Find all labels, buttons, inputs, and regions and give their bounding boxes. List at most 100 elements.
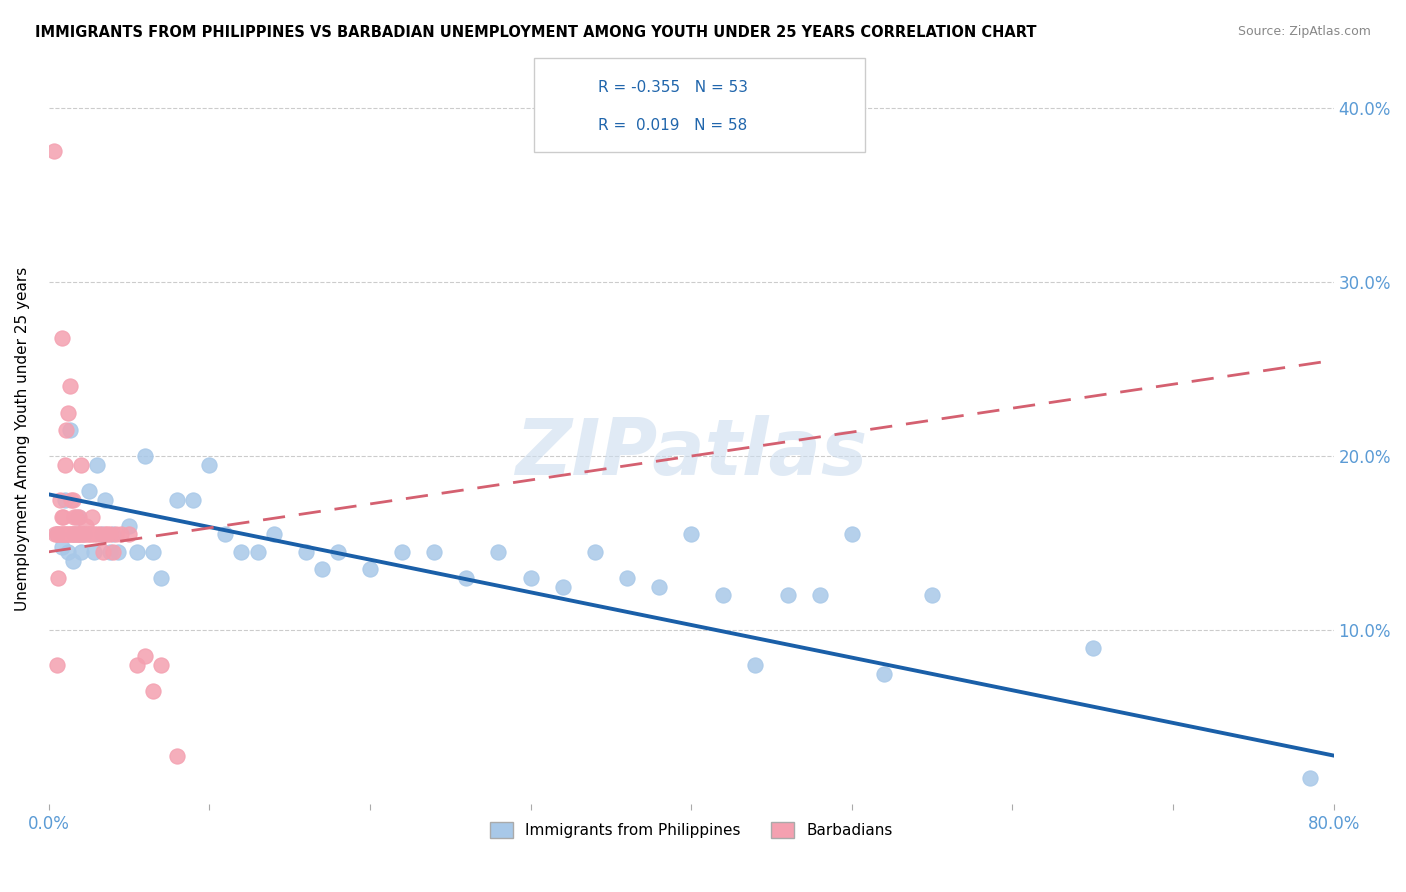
Text: IMMIGRANTS FROM PHILIPPINES VS BARBADIAN UNEMPLOYMENT AMONG YOUTH UNDER 25 YEARS: IMMIGRANTS FROM PHILIPPINES VS BARBADIAN… <box>35 25 1036 40</box>
Point <box>681 527 703 541</box>
Point <box>62 553 84 567</box>
Point <box>45 527 67 541</box>
Legend: Immigrants from Philippines, Barbadians: Immigrants from Philippines, Barbadians <box>484 816 898 844</box>
Text: Source: ZipAtlas.com: Source: ZipAtlas.com <box>1237 25 1371 38</box>
Text: R =  0.019   N = 58: R = 0.019 N = 58 <box>598 118 747 133</box>
Point <box>105 527 128 541</box>
Point <box>166 492 188 507</box>
Point <box>56 545 79 559</box>
Point <box>44 527 66 541</box>
Point <box>66 510 89 524</box>
Point <box>246 545 269 559</box>
Point <box>101 527 124 541</box>
Text: R = -0.355   N = 53: R = -0.355 N = 53 <box>598 80 748 95</box>
Point <box>519 571 541 585</box>
Point <box>142 684 165 698</box>
Point <box>231 545 253 559</box>
Point <box>150 658 173 673</box>
Point <box>90 527 112 541</box>
Point <box>70 545 93 559</box>
Point <box>1298 771 1320 785</box>
Point <box>51 527 73 541</box>
Point <box>49 527 72 541</box>
Point <box>96 527 118 541</box>
Point <box>63 510 86 524</box>
Point <box>873 666 896 681</box>
Point <box>77 483 100 498</box>
Point <box>118 527 141 541</box>
Point <box>76 527 98 541</box>
Point <box>60 527 83 541</box>
Point <box>107 545 129 559</box>
Point <box>48 571 70 585</box>
Point <box>311 562 333 576</box>
Point <box>52 527 75 541</box>
Point <box>488 545 510 559</box>
Point <box>56 527 79 541</box>
Point <box>42 145 65 159</box>
Point <box>94 492 117 507</box>
Point <box>127 658 149 673</box>
Point <box>53 458 76 472</box>
Point <box>70 527 93 541</box>
Point <box>83 527 105 541</box>
Y-axis label: Unemployment Among Youth under 25 years: Unemployment Among Youth under 25 years <box>15 267 30 611</box>
Point <box>127 545 149 559</box>
Point <box>456 571 478 585</box>
Point <box>73 527 96 541</box>
Point <box>83 545 105 559</box>
Point <box>744 658 766 673</box>
Point <box>423 545 446 559</box>
Point <box>65 510 87 524</box>
Point <box>82 510 104 524</box>
Point <box>62 492 84 507</box>
Point <box>56 405 79 419</box>
Point <box>134 649 156 664</box>
Point <box>72 527 94 541</box>
Point <box>263 527 285 541</box>
Point <box>648 580 671 594</box>
Point <box>53 492 76 507</box>
Point <box>59 379 82 393</box>
Point <box>551 580 574 594</box>
Point <box>65 527 87 541</box>
Point <box>49 492 72 507</box>
Point <box>359 562 381 576</box>
Point <box>711 588 734 602</box>
Point <box>73 527 96 541</box>
Point <box>63 527 86 541</box>
Point <box>66 527 89 541</box>
Point <box>134 449 156 463</box>
Point <box>93 545 115 559</box>
Point <box>45 658 67 673</box>
Point <box>101 545 124 559</box>
Point <box>776 588 799 602</box>
Point <box>60 492 83 507</box>
Point <box>51 331 73 345</box>
Point <box>67 527 90 541</box>
Point <box>198 458 221 472</box>
Point <box>77 527 100 541</box>
Point <box>214 527 236 541</box>
Point <box>62 527 84 541</box>
Point <box>86 458 108 472</box>
Point <box>55 423 77 437</box>
Point <box>51 540 73 554</box>
Point <box>391 545 413 559</box>
Point <box>1081 640 1104 655</box>
Point <box>98 545 121 559</box>
Point <box>94 527 117 541</box>
Point <box>326 545 349 559</box>
Point <box>142 545 165 559</box>
Point <box>86 527 108 541</box>
Point <box>48 527 70 541</box>
Point <box>89 527 111 541</box>
Point <box>51 510 73 524</box>
Point <box>808 588 831 602</box>
Point <box>294 545 316 559</box>
Point <box>53 527 76 541</box>
Point <box>70 458 93 472</box>
Point <box>110 527 132 541</box>
Point <box>118 518 141 533</box>
Point <box>63 527 86 541</box>
